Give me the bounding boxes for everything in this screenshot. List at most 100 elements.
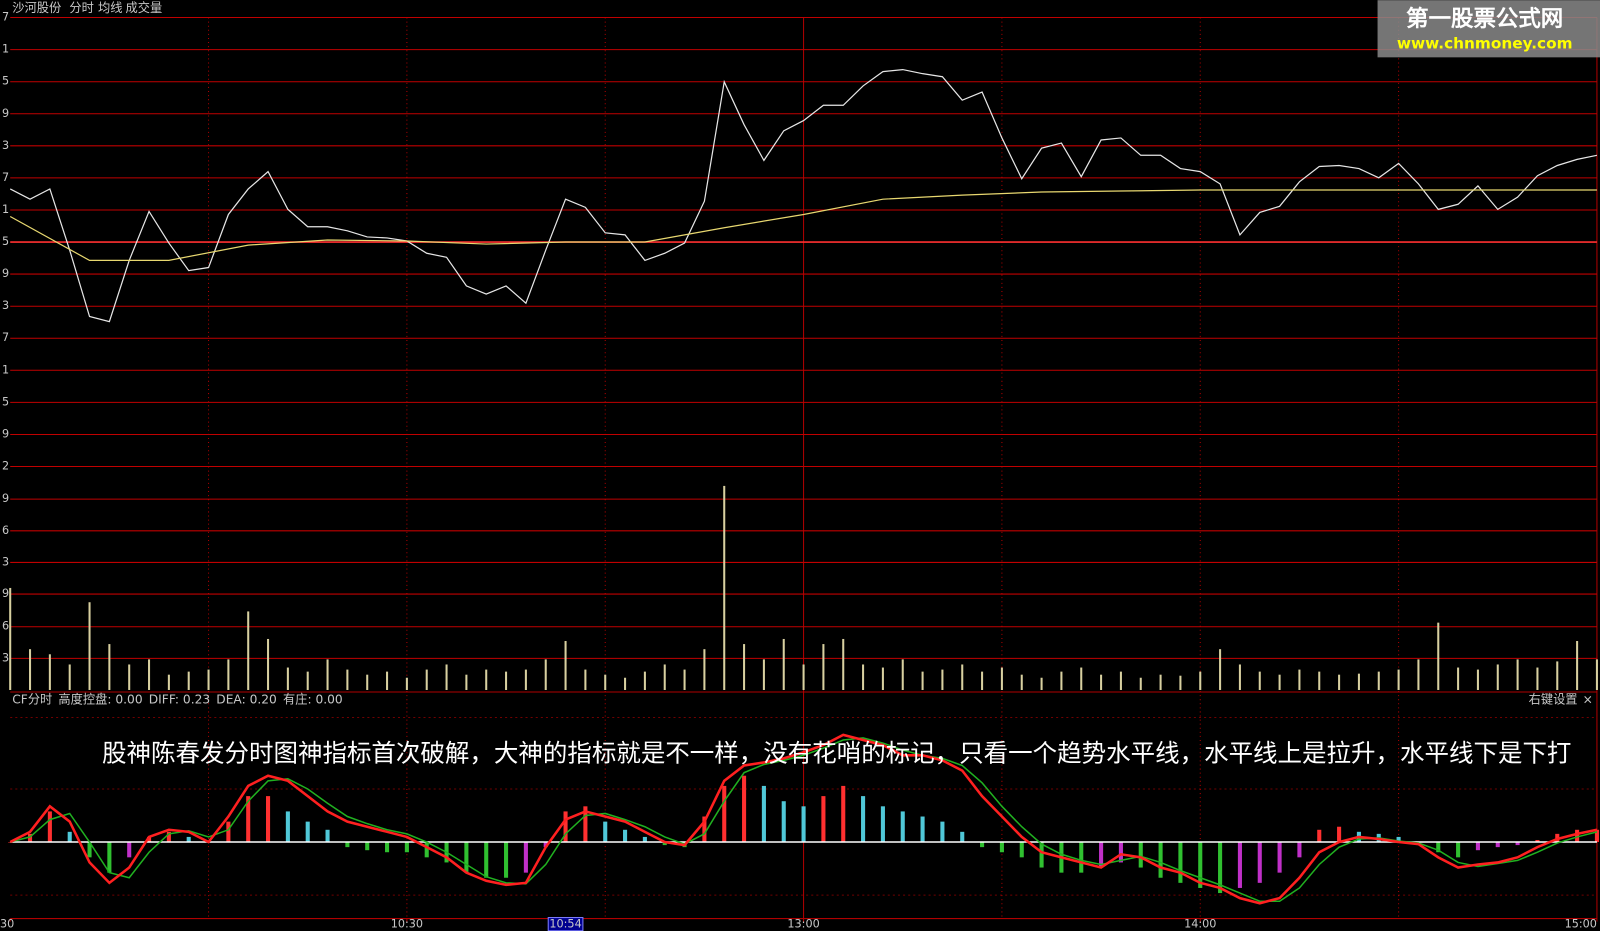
macd-bar (1495, 842, 1500, 848)
macd-bar (960, 831, 965, 843)
volume-bar (1040, 677, 1043, 690)
volume-bar (148, 659, 151, 690)
legend-entry: 均线 (98, 1, 122, 15)
volume-bar (485, 669, 488, 690)
volume-bar (1119, 671, 1122, 690)
y-tick-label: 5 (2, 395, 9, 408)
macd-bar (1456, 842, 1461, 858)
macd-bar (900, 811, 905, 843)
volume-bar (1496, 664, 1499, 690)
volume-bar (88, 602, 91, 690)
volume-bar (1278, 674, 1281, 690)
y-tick-label: 7 (2, 11, 9, 24)
macd-bar (325, 829, 330, 843)
macd-bar (801, 806, 806, 843)
x-tick-label: 15:00 (1565, 918, 1597, 931)
volume-bar (1159, 674, 1162, 690)
macd-bar (404, 842, 409, 853)
macd-bar (742, 775, 747, 843)
macd-bar (603, 821, 608, 843)
x-tick-label: 14:00 (1184, 918, 1216, 931)
macd-bar (1535, 839, 1540, 843)
macd-bar (662, 842, 667, 846)
macd-bar (107, 842, 112, 873)
volume-bar (1318, 671, 1321, 690)
volume-bar (743, 644, 746, 690)
volume-bar (1238, 664, 1241, 690)
macd-bar (385, 842, 390, 853)
indicator-readout: 高度控盘: 0.00 (58, 692, 142, 707)
stock-name: 沙河股份 (12, 1, 61, 15)
macd-bar (623, 829, 628, 843)
volume-bar (445, 664, 448, 690)
volume-bar (267, 638, 270, 690)
macd-bar (266, 796, 271, 843)
macd-bar (722, 785, 727, 843)
volume-bar (961, 664, 964, 690)
macd-bar (1118, 842, 1123, 863)
price-line (9, 189, 1597, 262)
y-tick-label: 9 (2, 107, 9, 120)
volume-bar (1516, 659, 1519, 690)
volume-bar (386, 671, 389, 690)
volume-bar (1298, 669, 1301, 690)
macd-bar (1218, 842, 1223, 894)
y-tick-label: 7 (2, 331, 9, 344)
volume-bar (604, 674, 607, 690)
macd-bar (543, 842, 548, 848)
y-tick-label: 3 (2, 555, 9, 568)
macd-bar (305, 821, 310, 843)
diff-line (9, 733, 1598, 905)
volume-bar (187, 671, 190, 690)
macd-bar (1277, 842, 1282, 873)
macd-bar (1079, 842, 1084, 873)
macd-bar (761, 785, 766, 843)
volume-bar (29, 649, 32, 690)
volume-bar (921, 671, 924, 690)
macd-bar (980, 842, 985, 848)
volume-bar (584, 669, 587, 690)
volume-bar (1080, 667, 1083, 690)
macd-bar (1594, 829, 1599, 843)
macd-bar (642, 836, 647, 843)
volume-bar (1397, 669, 1400, 690)
macd-bar (464, 842, 469, 873)
volume-bar (1020, 674, 1023, 690)
volume-bar (465, 674, 468, 690)
y-tick-label: 7 (2, 171, 9, 184)
volume-bar (128, 664, 131, 690)
volume-bar (326, 659, 329, 690)
y-tick-label: 6 (2, 524, 9, 537)
macd-bar (1515, 842, 1520, 846)
macd-bar (285, 811, 290, 843)
macd-bar (1178, 842, 1183, 883)
volume-bar (981, 671, 984, 690)
y-tick-label: 3 (2, 651, 9, 664)
macd-bar (1317, 829, 1322, 843)
macd-bar (999, 842, 1004, 853)
volume-bar (247, 611, 250, 690)
annotation: 股神陈春发分时图神指标首次破解，大神的指标就是不一样，没有花哨的标记，只看一个趋… (102, 738, 1572, 768)
volume-bar (624, 677, 627, 690)
macd-bar (781, 801, 786, 843)
settings-button[interactable]: 右键设置 (1529, 692, 1578, 707)
macd-bar (861, 796, 866, 843)
macd-bar (1396, 836, 1401, 843)
volume-bar (1199, 671, 1202, 690)
y-tick-label: 9 (2, 427, 9, 440)
close-button[interactable]: × (1583, 693, 1593, 707)
macd-bar (147, 836, 152, 843)
macd-bar (1237, 842, 1242, 888)
volume-bar (1576, 641, 1579, 690)
y-tick-label: 2 (2, 460, 9, 473)
macd-bar (920, 816, 925, 843)
volume-bar (1437, 622, 1440, 690)
volume-bar (802, 664, 805, 690)
volume-bar (782, 638, 785, 690)
volume-bar (425, 669, 428, 690)
volume-bar (643, 671, 646, 690)
macd-bar (504, 842, 509, 878)
volume-bar (1258, 671, 1261, 690)
volume-bar (167, 674, 170, 690)
